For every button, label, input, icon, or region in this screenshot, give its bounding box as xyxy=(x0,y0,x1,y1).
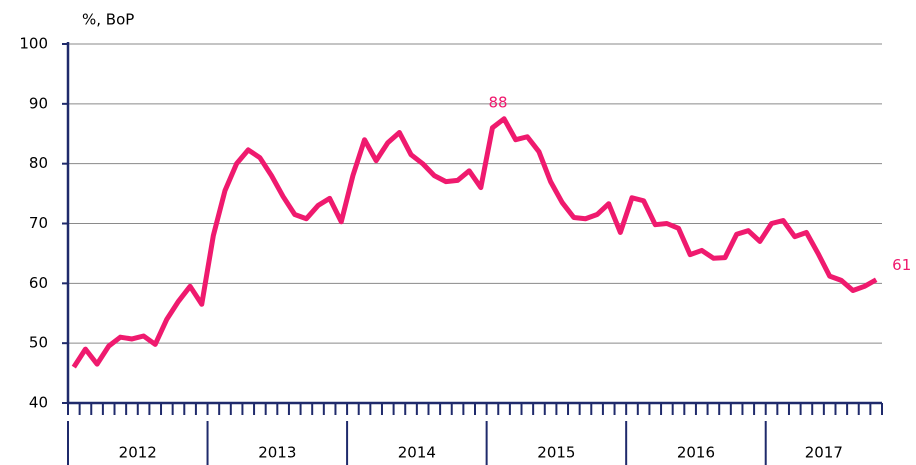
y-tick-label: 60 xyxy=(29,274,48,292)
y-tick-label: 100 xyxy=(19,35,48,53)
x-group-label: 2012 xyxy=(119,444,157,462)
y-axis-label: %, BoP xyxy=(82,11,134,29)
y-tick-label: 70 xyxy=(29,214,48,232)
line xyxy=(71,116,878,369)
x-group-label: 2014 xyxy=(398,444,436,462)
y-tick-label: 40 xyxy=(29,394,48,412)
x-group-label: 2017 xyxy=(805,444,843,462)
y-tick-label: 80 xyxy=(29,154,48,172)
y-tick-label: 90 xyxy=(29,94,48,112)
data-label: 61 xyxy=(892,256,911,274)
x-group-label: 2016 xyxy=(677,444,715,462)
y-tick-label: 50 xyxy=(29,334,48,352)
x-group-label: 2013 xyxy=(258,444,296,462)
x-group-label: 2015 xyxy=(537,444,575,462)
data-label: 88 xyxy=(489,93,508,111)
